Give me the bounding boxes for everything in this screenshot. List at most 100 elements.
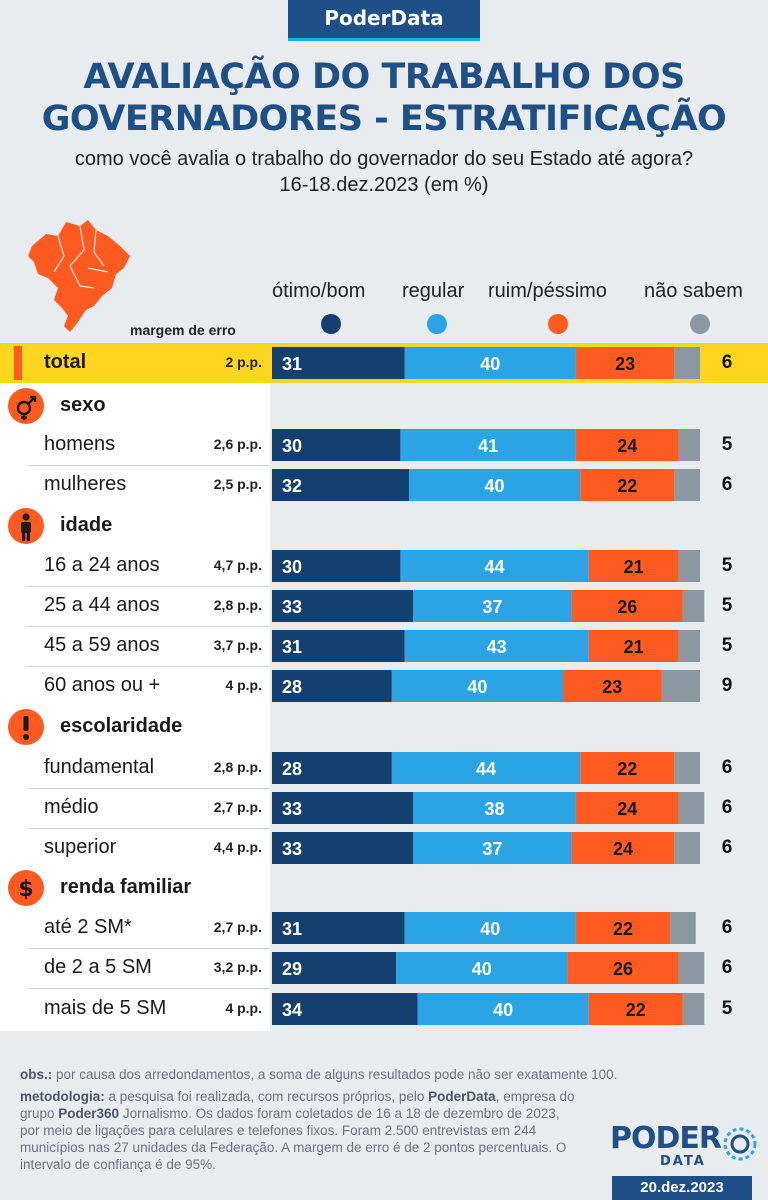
row-label: superior [44,836,117,858]
bar-otimo [272,590,414,622]
subtitle-line-2: 16-18.dez.2023 (em %) [279,174,489,196]
title-line-2: GOVERNADORES - ESTRATIFICAÇÃO [41,99,727,139]
group-icon-idade [8,508,44,544]
bar-nao_sabem [678,630,700,662]
svg-text:$: $ [18,877,33,902]
legend-dot-ruim [548,314,568,334]
bar-nao_sabem [682,993,705,1025]
bar-label-ruim: 22 [617,476,637,496]
bar-nao_sabem [674,469,700,501]
bar-label-nao-sabem: 6 [721,757,733,778]
bar-label-ruim: 21 [624,557,644,577]
row-label: até 2 SM* [44,916,132,938]
bar-label-ruim: 26 [617,597,637,617]
bar-otimo [272,792,414,824]
row-margin: 2,6 p.p. [213,436,262,452]
bar-label-regular: 37 [482,839,502,859]
bar-label-ruim: 21 [624,637,644,657]
legend-label-regular: regular [402,280,465,302]
legend-label-nao_sabem: não sabem [644,280,743,302]
bar-nao_sabem [678,429,700,461]
bar-label-regular: 44 [485,557,505,577]
bar-otimo [272,347,405,379]
bar-label-regular: 41 [478,436,498,456]
row-divider [28,988,270,989]
row-label: de 2 a 5 SM [44,956,152,978]
bar-label-ruim: 23 [602,677,622,697]
row-label: 60 anos ou + [44,674,161,696]
row-margin: 3,7 p.p. [213,637,262,653]
bar-regular [404,347,576,379]
row-margin: 2,8 p.p. [213,759,262,775]
row-label: médio [44,796,99,818]
row-label: 25 a 44 anos [44,594,160,616]
poderdata-logo: PODER DATA [610,1124,757,1169]
group-heading: idade [60,514,113,536]
bar-label-ruim: 26 [613,959,633,979]
row-divider [28,626,270,627]
subtitle: como você avalia o trabalho do governado… [0,146,768,198]
bar-label-ruim: 24 [617,799,637,819]
bar-label-regular: 40 [472,959,492,979]
methodology-note: metodologia: a pesquisa foi realizada, c… [20,1089,575,1172]
label-panel [0,343,270,1031]
bar-label-otimo: 31 [282,354,302,374]
date-badge: 20.dez.2023 [612,1176,752,1200]
bar-ruim [588,993,683,1025]
bar-label-nao-sabem: 6 [721,797,733,818]
bar-otimo [272,912,405,944]
bar-nao_sabem [674,347,700,379]
bar-label-nao-sabem: 6 [721,474,733,495]
bar-ruim [575,429,679,461]
legend-dot-regular [427,314,447,334]
bar-regular [391,752,581,784]
row-margin: 2,8 p.p. [213,597,262,613]
bar-nao_sabem [678,792,705,824]
bar-label-nao-sabem: 6 [721,917,733,938]
bar-ruim [575,792,679,824]
bar-label-regular: 44 [476,759,496,779]
row-label: homens [44,433,116,455]
bar-regular [391,670,564,702]
bar-otimo [272,832,414,864]
bar-label-nao-sabem: 5 [721,998,733,1019]
bar-regular [408,469,581,501]
row-divider [28,788,270,789]
legend-dot-nao_sabem [690,314,710,334]
row-margin: 4,7 p.p. [213,557,262,573]
row-divider [28,465,270,466]
bar-otimo [272,952,397,984]
bar-label-regular: 40 [493,1000,513,1020]
bar-label-otimo: 29 [282,959,302,979]
bar-ruim [588,550,679,582]
bar-label-otimo: 31 [282,919,302,939]
bar-ruim [571,832,675,864]
bar-label-otimo: 33 [282,597,302,617]
row-divider [28,666,270,667]
bar-ruim [575,347,675,379]
margin-header: margem de erro [130,322,236,338]
group-heading: escolaridade [60,715,183,737]
bar-label-ruim: 23 [615,354,635,374]
bar-otimo [272,670,392,702]
row-margin: 4 p.p. [225,1000,262,1016]
bar-label-otimo: 32 [282,476,302,496]
brazil-map-icon [28,220,130,332]
bar-nao_sabem [678,550,700,582]
brand-tag: PoderData [288,0,480,41]
bar-label-ruim: 22 [617,759,637,779]
bar-label-regular: 40 [480,354,500,374]
bar-label-ruim: 22 [613,919,633,939]
bar-label-nao-sabem: 6 [721,957,733,978]
bar-regular [396,952,568,984]
bar-ruim [563,670,662,702]
row-margin: 2,7 p.p. [213,799,262,815]
row-margin: 4 p.p. [225,677,262,693]
bar-label-ruim: 24 [613,839,633,859]
bar-label-nao-sabem: 9 [721,675,733,696]
row-label: 16 a 24 anos [44,554,160,576]
subtitle-line-1: como você avalia o trabalho do governado… [74,148,694,170]
bar-label-regular: 38 [485,799,505,819]
bar-ruim [567,952,679,984]
legend-label-ruim: ruim/péssimo [488,280,607,302]
